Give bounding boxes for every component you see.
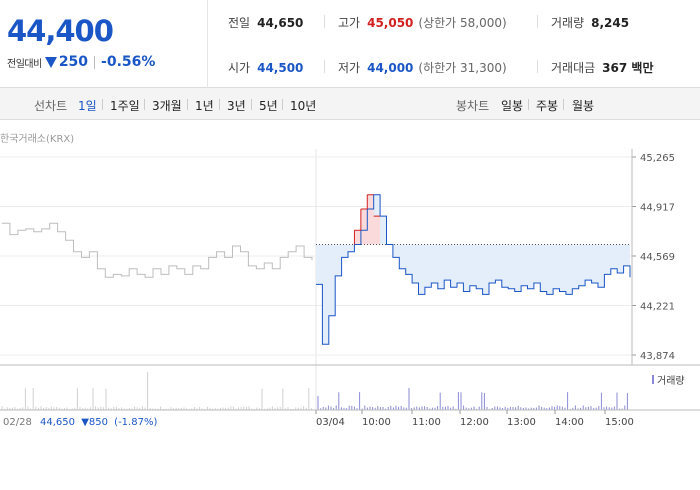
period-tab-1w[interactable]: 1주일 <box>110 99 140 113</box>
down-triangle-icon <box>44 56 57 68</box>
price-summary: 44,400 전일대비 250 -0.56% <box>0 0 208 88</box>
stat-amount-label: 거래대금 <box>551 61 596 75</box>
stat-prev-value: 44,650 <box>257 15 304 30</box>
divider <box>537 15 538 28</box>
stat-volume-label: 거래량 <box>551 16 585 30</box>
stat-low-limit: (하한가 31,300) <box>418 61 507 75</box>
divider <box>251 99 252 110</box>
prev-day-price-line <box>2 222 313 278</box>
y-tick-label: 44,569 <box>640 252 675 263</box>
x-tick-label: 11:00 <box>412 417 441 428</box>
x-tick-label: 10:00 <box>362 417 391 428</box>
period-tab-3y[interactable]: 3년 <box>227 99 246 113</box>
period-tab-1d[interactable]: 1일 <box>78 99 97 113</box>
volume-legend: 거래량 <box>652 372 685 387</box>
today-price-line <box>316 194 631 345</box>
divider <box>94 55 96 69</box>
candle-tab-monthly[interactable]: 월봉 <box>572 99 595 113</box>
change-value: 250 <box>58 54 89 70</box>
divider <box>187 99 188 110</box>
divider <box>528 99 529 110</box>
y-tick-label: 43,874 <box>640 351 675 362</box>
x-axis-labels: 03/04 10:00 11:00 12:00 13:00 14:00 15:00 <box>315 410 634 428</box>
stat-volume: 거래량 8,245 <box>551 14 629 31</box>
divider <box>102 99 103 110</box>
y-tick-label: 44,917 <box>640 203 675 214</box>
divider <box>144 99 145 110</box>
divider <box>537 60 538 73</box>
candle-tab-weekly[interactable]: 주봉 <box>536 99 559 113</box>
y-tick-label: 44,221 <box>640 302 675 313</box>
candle-tab-daily[interactable]: 일봉 <box>501 99 524 113</box>
y-axis-ticks: 45,265 44,917 44,569 44,221 43,874 <box>631 149 675 365</box>
divider <box>324 60 325 73</box>
period-tab-10y[interactable]: 10년 <box>290 99 317 113</box>
stat-prev: 전일 44,650 <box>228 14 303 31</box>
period-tab-3m[interactable]: 3개월 <box>152 99 182 113</box>
stat-high-value: 45,050 <box>367 15 414 30</box>
x-tick-label: 13:00 <box>507 417 536 428</box>
quote-header: 44,400 전일대비 250 -0.56% 전일 44,650 고가 45,0… <box>0 0 700 88</box>
stat-open-value: 44,500 <box>257 60 304 75</box>
stat-amount-value: 367 백만 <box>602 61 654 75</box>
x-tick-label: 12:00 <box>460 417 489 428</box>
prev-price: 44,650 <box>40 417 75 428</box>
stat-prev-label: 전일 <box>228 16 251 30</box>
current-price: 44,400 <box>7 14 114 48</box>
price-chart: 45,265 44,917 44,569 44,221 43,874 03/04 10:0… <box>0 149 700 428</box>
prev-rate: (-1.87%) <box>114 417 157 428</box>
stat-open: 시가 44,500 <box>228 59 303 76</box>
change-label: 전일대비 <box>7 58 42 70</box>
period-tab-5y[interactable]: 5년 <box>259 99 278 113</box>
stat-high: 고가 45,050 (상한가 58,000) <box>338 14 507 31</box>
stat-amount: 거래대금 367 백만 <box>551 59 653 76</box>
stat-volume-value: 8,245 <box>591 15 630 30</box>
divider <box>219 99 220 110</box>
data-source: 한국거래소(KRX) <box>0 134 75 145</box>
x-tick-label: 14:00 <box>555 417 584 428</box>
y-tick-label: 45,265 <box>640 153 675 164</box>
divider <box>282 99 283 110</box>
stat-low: 저가 44,000 (하한가 31,300) <box>338 59 507 76</box>
prev-date: 02/28 <box>3 417 32 428</box>
prev-close-info: 02/28 44,650 ▼850 (-1.87%) <box>3 417 157 428</box>
divider <box>324 15 325 28</box>
volume-swatch <box>652 375 654 384</box>
volume-bars <box>0 372 700 411</box>
period-tab-1y[interactable]: 1년 <box>195 99 214 113</box>
stat-open-label: 시가 <box>228 61 251 75</box>
candle-chart-label: 봉차트 <box>456 99 490 113</box>
chart-toolbar: 선차트 1일 1주일 3개월 1년 3년 5년 10년 봉차트 일봉 주봉 월봉 <box>0 88 700 120</box>
stat-high-label: 고가 <box>338 16 361 30</box>
today-above-baseline-line <box>353 194 381 245</box>
change-rate: -0.56% <box>101 54 156 70</box>
stat-low-label: 저가 <box>338 61 361 75</box>
line-chart-label: 선차트 <box>34 99 68 113</box>
divider <box>563 99 564 110</box>
x-tick-label: 15:00 <box>605 417 634 428</box>
prev-change: ▼850 <box>81 417 108 428</box>
volume-legend-label: 거래량 <box>657 376 685 387</box>
below-baseline-fill <box>316 194 630 345</box>
stat-low-value: 44,000 <box>367 60 414 75</box>
change-row: 전일대비 250 -0.56% <box>7 54 155 70</box>
x-tick-label: 03/04 <box>316 417 345 428</box>
stat-high-limit: (상한가 58,000) <box>418 16 507 30</box>
